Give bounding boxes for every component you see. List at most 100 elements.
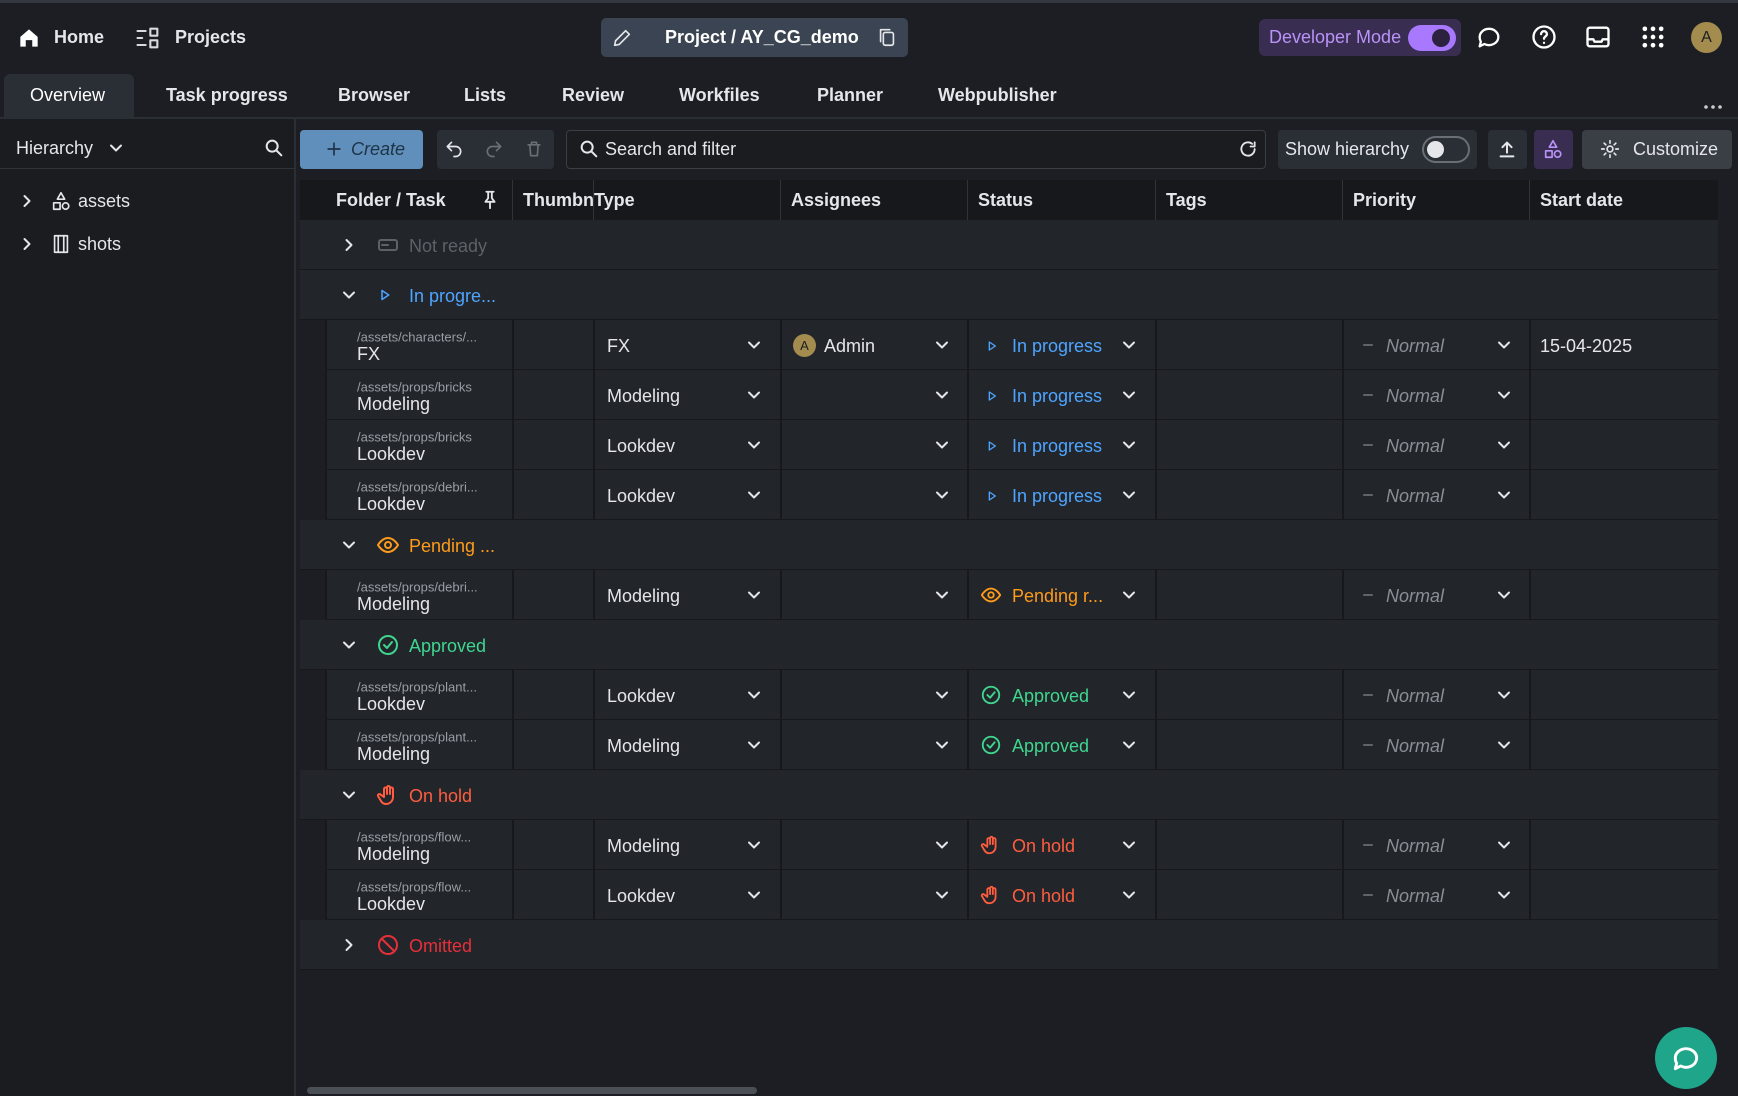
cell-divider (1155, 870, 1157, 920)
icon-part (1658, 34, 1663, 40)
icon-part (1123, 841, 1135, 849)
cell-divider (1529, 720, 1531, 770)
task-type: Lookdev (607, 686, 676, 706)
icon-part (343, 791, 355, 799)
icon-part (265, 139, 279, 153)
task-name: Modeling (357, 394, 431, 414)
cell-divider (593, 420, 595, 470)
icon (744, 335, 764, 355)
task-status: In progress (1012, 386, 1103, 406)
task-priority: Normal (1386, 386, 1445, 406)
cell-divider (512, 370, 514, 420)
icon (744, 835, 764, 855)
cell-divider (780, 320, 782, 370)
icon-part (748, 441, 760, 449)
icon-part (613, 29, 631, 47)
column-header: Status (978, 190, 1034, 210)
task-status: In progress (1012, 486, 1103, 506)
icon-part (936, 441, 948, 449)
icon-part (936, 441, 948, 449)
icon-part (376, 785, 394, 805)
task-status: On hold (1012, 886, 1076, 906)
task-priority: Normal (1386, 336, 1445, 356)
icon (1119, 435, 1139, 455)
tree-item: assets (78, 191, 131, 211)
icon (1530, 23, 1558, 51)
icon-part (936, 391, 948, 399)
icon (744, 735, 764, 755)
icon-part (1704, 105, 1708, 109)
icon-part (343, 541, 355, 549)
icon-part (1240, 141, 1256, 157)
icon (1494, 835, 1514, 855)
task-path: /assets/props/bricks (357, 429, 472, 445)
icon (744, 885, 764, 905)
icon (1119, 485, 1139, 505)
icon-part (275, 149, 283, 157)
icon-part (936, 341, 948, 349)
cell-divider (593, 570, 595, 620)
icon (932, 385, 952, 405)
icon-part (383, 641, 393, 649)
cell-divider (1342, 820, 1344, 870)
icon-part (1606, 145, 1614, 153)
cell-divider (780, 470, 782, 520)
icon (932, 685, 952, 705)
create-btn[interactable] (300, 130, 423, 169)
task-type: Modeling (607, 736, 681, 756)
icon-part (986, 741, 996, 749)
icon (376, 233, 400, 257)
task-path: /assets/props/bricks (357, 379, 472, 395)
icon-part (1498, 691, 1510, 699)
icon-part (1363, 894, 1373, 896)
task-priority: Normal (1386, 886, 1445, 906)
task-row (300, 870, 1718, 920)
cell-divider (967, 720, 969, 770)
icon-part (265, 139, 283, 157)
icon-part (1498, 341, 1510, 349)
cell-divider (967, 820, 969, 870)
task-row (300, 420, 1718, 470)
icon-part (580, 140, 594, 154)
icon-part (381, 289, 390, 301)
search-box[interactable] (566, 130, 1266, 169)
user-avatar[interactable]: A (1691, 22, 1722, 53)
show-hierarchy-label: Show hierarchy (1285, 139, 1410, 159)
icon-part (590, 150, 598, 158)
icon-part (378, 635, 398, 655)
icon-part (936, 491, 948, 499)
shapes-btn[interactable] (1534, 130, 1573, 169)
cell-divider (780, 720, 782, 770)
assignee-name: Admin (824, 336, 876, 356)
icon-part (20, 29, 38, 47)
icon-part (1240, 141, 1256, 157)
cell-divider (780, 670, 782, 720)
column-header: Tags (1166, 190, 1207, 210)
table-header (300, 180, 1718, 220)
icon-part (381, 289, 390, 301)
icon (611, 27, 633, 49)
task-priority: Normal (1386, 486, 1445, 506)
icon-part (1600, 139, 1620, 159)
icon (324, 139, 344, 159)
icon-part (936, 741, 948, 749)
cell-divider (512, 570, 514, 620)
assignee-avatar: A (793, 334, 816, 357)
cell-divider (780, 820, 782, 870)
project-box[interactable] (601, 18, 908, 57)
icon (50, 190, 72, 212)
task-row (300, 370, 1718, 420)
chat-button[interactable] (1655, 1027, 1717, 1089)
icon (376, 783, 400, 807)
icon (1119, 335, 1139, 355)
column-header: Assignees (791, 190, 882, 210)
task-row (300, 470, 1718, 520)
icon-part (980, 835, 997, 855)
cell-divider (1155, 570, 1157, 620)
column-divider (1155, 180, 1156, 220)
icon-part (1498, 441, 1510, 449)
icon-part (327, 142, 341, 156)
icon (932, 835, 952, 855)
icon-part (748, 341, 760, 349)
task-type: Lookdev (607, 436, 676, 456)
